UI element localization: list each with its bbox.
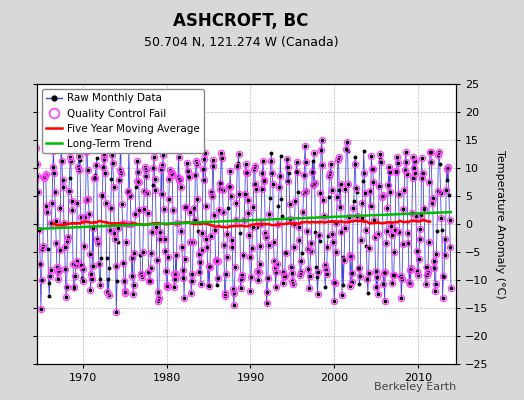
Text: Berkeley Earth: Berkeley Earth [374, 382, 456, 392]
Y-axis label: Temperature Anomaly (°C): Temperature Anomaly (°C) [495, 150, 505, 298]
Legend: Raw Monthly Data, Quality Control Fail, Five Year Moving Average, Long-Term Tren: Raw Monthly Data, Quality Control Fail, … [42, 89, 204, 153]
Text: ASHCROFT, BC: ASHCROFT, BC [173, 12, 309, 30]
Text: 50.704 N, 121.274 W (Canada): 50.704 N, 121.274 W (Canada) [144, 36, 339, 49]
